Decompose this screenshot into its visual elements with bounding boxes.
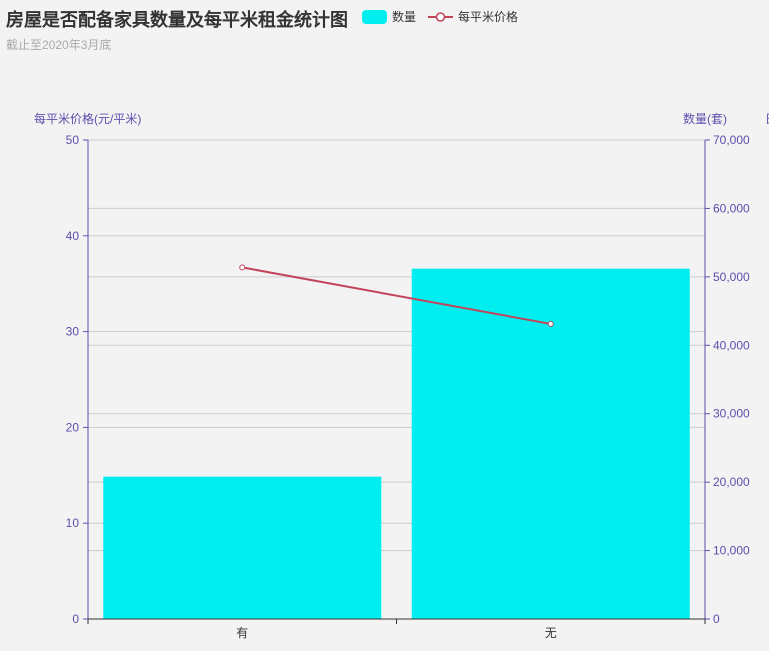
bar-0 [103, 476, 382, 619]
chart-title: 房屋是否配备家具数量及每平米租金统计图 [6, 10, 348, 30]
legend: 数量 每平米价格 [362, 8, 518, 25]
legend-label-count: 数量 [392, 10, 417, 24]
y-right-tick-label: 30,000 [713, 407, 750, 421]
price-line [242, 266, 551, 325]
y-left-tick-label: 20 [66, 420, 80, 434]
legend-label-price: 每平米价格 [458, 10, 519, 24]
y-left-tick-label: 30 [66, 325, 80, 339]
price-point-1 [547, 320, 554, 327]
price-point-0 [239, 264, 246, 271]
y-left-tick-label: 50 [66, 133, 80, 147]
y-right-tick-label: 70,000 [713, 133, 750, 147]
y-right-tick-label: 60,000 [713, 201, 750, 215]
y-axis-right-name: 数量(套) [683, 112, 727, 126]
x-tick-label: 有 [236, 626, 248, 640]
y-right-tick-label: 10,000 [713, 544, 750, 558]
y-axis-right2-name-fragment: 日 [765, 110, 769, 127]
y-left-tick-label: 40 [66, 229, 80, 243]
legend-line-swatch-icon [428, 11, 454, 22]
legend-item-price[interactable]: 每平米价格 [428, 8, 518, 25]
y-right-tick-label: 0 [713, 612, 720, 626]
bar-1 [411, 268, 690, 619]
y-right-tick-label: 40,000 [713, 338, 750, 352]
y-axis-left-name: 每平米价格(元/平米) [34, 112, 142, 126]
chart-subtitle: 截止至2020年3月底 [6, 38, 112, 52]
legend-bar-swatch-icon [362, 9, 387, 24]
y-left-tick-label: 10 [66, 516, 80, 530]
y-left-tick-label: 0 [72, 612, 79, 626]
y-right-tick-label: 20,000 [713, 475, 750, 489]
y-right-tick-label: 50,000 [713, 270, 750, 284]
x-tick-label: 无 [545, 626, 557, 640]
legend-item-count[interactable]: 数量 [362, 8, 416, 25]
